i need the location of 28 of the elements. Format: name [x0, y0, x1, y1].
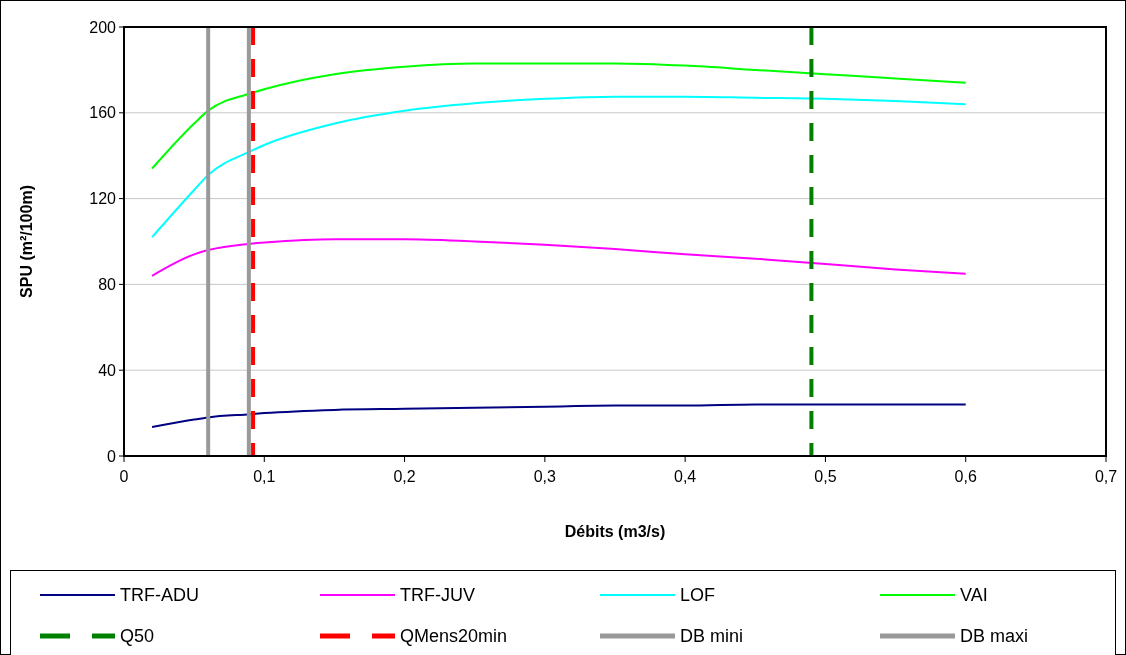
- legend-label: VAI: [960, 585, 988, 606]
- x-tick-label: 0,6: [954, 468, 977, 485]
- x-tick-label: 0,7: [1094, 468, 1118, 485]
- x-tick-label: 0,5: [814, 468, 837, 485]
- legend-label: LOF: [680, 585, 716, 606]
- legend-label: QMens20min: [400, 626, 508, 647]
- x-tick-label: 0: [119, 468, 129, 485]
- x-tick-label: 0,1: [253, 468, 276, 485]
- y-axis-title: SPU (m²/100m): [18, 185, 35, 298]
- y-tick-label: 40: [98, 361, 117, 379]
- legend-label: Q50: [120, 626, 155, 647]
- legend-label: TRF-ADU: [120, 585, 199, 606]
- x-tick-label: 0,3: [533, 468, 557, 485]
- line-series: [151, 238, 967, 277]
- line-series: [151, 403, 967, 429]
- line-series: [151, 95, 967, 239]
- y-tick-label: 160: [89, 104, 117, 122]
- line-series: [151, 62, 967, 170]
- x-tick-label: 0,4: [674, 468, 697, 485]
- y-tick-label: 0: [107, 447, 117, 465]
- y-tick-label: 200: [89, 18, 117, 36]
- legend-label: DB mini: [680, 626, 744, 647]
- x-tick-label: 0,2: [393, 468, 416, 485]
- y-tick-label: 80: [98, 276, 117, 293]
- legend-label: DB maxi: [960, 626, 1029, 647]
- y-tick-label: 120: [89, 190, 117, 208]
- x-axis-title: Débits (m3/s): [564, 523, 666, 540]
- legend-label: TRF-JUV: [400, 585, 475, 606]
